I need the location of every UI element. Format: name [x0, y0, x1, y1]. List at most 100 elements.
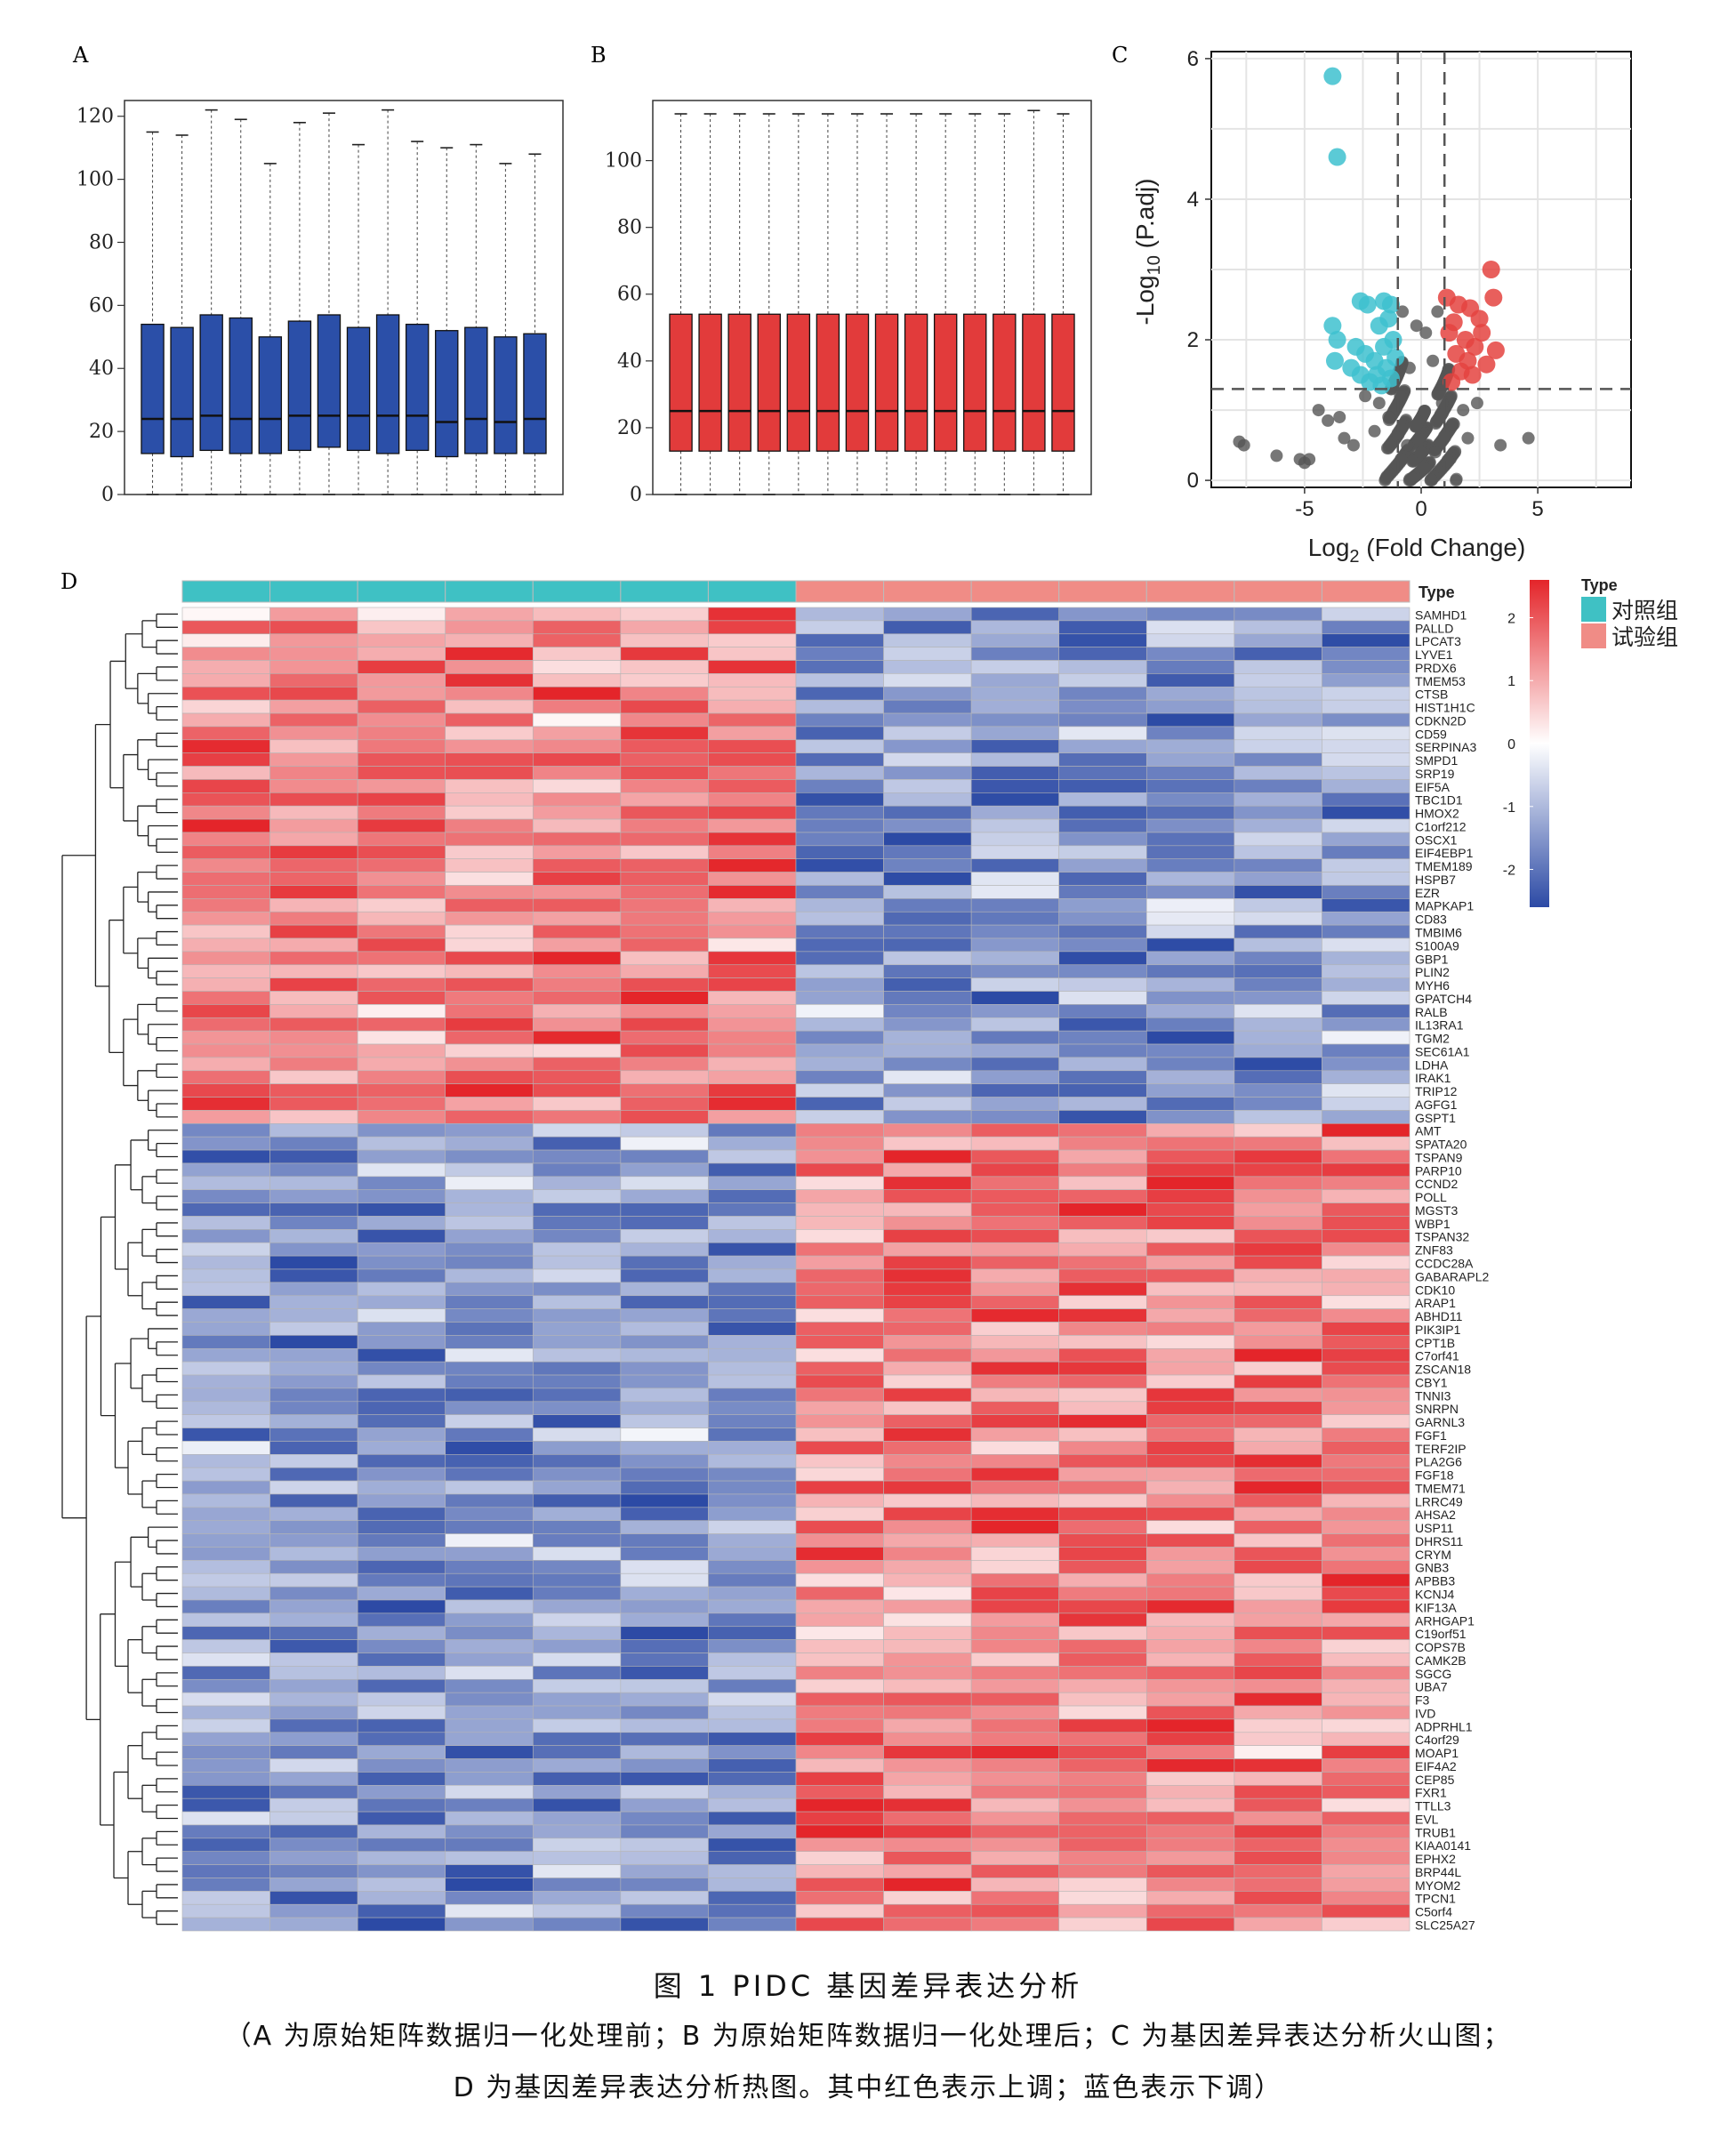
heatmap-cell — [883, 699, 972, 714]
heatmap-cell — [795, 1017, 884, 1032]
heatmap-cell — [1322, 1242, 1410, 1257]
heatmap-cell — [1234, 1732, 1322, 1746]
heatmap-cell — [1322, 1903, 1410, 1918]
heatmap-cell — [1058, 1110, 1147, 1124]
heatmap-cell — [708, 726, 797, 741]
heatmap-cell — [620, 1149, 709, 1164]
heatmap-cell — [532, 1110, 622, 1124]
gene-label: PARP10 — [1415, 1163, 1462, 1178]
heatmap-cell — [269, 739, 358, 753]
heatmap-cell — [532, 1520, 622, 1534]
heatmap-cell — [1145, 1878, 1235, 1892]
heatmap-cell — [1145, 712, 1235, 728]
heatmap-cell — [269, 1612, 358, 1628]
heatmap-cell — [708, 1811, 797, 1826]
heatmap-cell — [620, 647, 709, 661]
box — [757, 313, 781, 452]
color-scale-label: -1 — [1503, 800, 1515, 816]
heatmap-cell — [532, 872, 622, 886]
heatmap-cell — [532, 1493, 622, 1508]
gene-label: KIF13A — [1415, 1600, 1457, 1614]
gene-label: TTLL3 — [1415, 1799, 1451, 1813]
heatmap-cell — [445, 1560, 534, 1574]
heatmap-cell — [357, 1030, 446, 1045]
heatmap-cell — [445, 1229, 534, 1243]
heatmap-cell — [357, 1705, 446, 1720]
annotation-cell — [357, 580, 446, 603]
gene-label: MYOM2 — [1415, 1878, 1461, 1893]
heatmap-cell — [708, 1758, 797, 1773]
gene-label: CBY1 — [1415, 1375, 1448, 1389]
heatmap-cell — [269, 1043, 358, 1058]
heatmap-cell — [708, 792, 797, 807]
heatmap-cell — [1234, 1083, 1322, 1098]
heatmap-cell — [357, 1745, 446, 1759]
heatmap-cell — [970, 951, 1060, 966]
heatmap-cell — [708, 818, 797, 833]
heatmap-cell — [445, 1599, 534, 1614]
heatmap-cell — [1234, 1864, 1322, 1878]
heatmap-cell — [1322, 660, 1410, 674]
point-downregulated — [1328, 148, 1346, 166]
heatmap-cell — [1145, 1347, 1235, 1363]
heatmap-cell — [445, 911, 534, 926]
heatmap-cell — [532, 1162, 622, 1178]
heatmap-cell — [1234, 660, 1322, 674]
heatmap-cell — [883, 1308, 972, 1323]
heatmap-cell — [883, 1097, 972, 1111]
heatmap-cell — [1145, 1176, 1235, 1191]
heatmap-cell — [1322, 1347, 1410, 1363]
heatmap-cell — [1234, 1202, 1322, 1217]
heatmap-cell — [181, 1202, 270, 1217]
heatmap-cell — [269, 1785, 358, 1799]
heatmap-cell — [1322, 1229, 1410, 1243]
heatmap-cell — [620, 911, 709, 926]
heatmap-cell — [708, 805, 797, 820]
heatmap-cell — [357, 1202, 446, 1217]
heatmap-cell — [620, 1493, 709, 1508]
heatmap-cell — [883, 1282, 972, 1297]
heatmap-cell — [795, 1480, 884, 1495]
heatmap-cell — [708, 1785, 797, 1799]
heatmap-cell — [1234, 1030, 1322, 1045]
heatmap-cell — [1234, 1533, 1322, 1548]
heatmap-cell — [970, 1216, 1060, 1230]
heatmap-cell — [1234, 1612, 1322, 1628]
heatmap-cell — [795, 937, 884, 953]
heatmap-cell — [532, 752, 622, 767]
heatmap-cell — [532, 1824, 622, 1839]
heatmap-cell — [445, 1387, 534, 1403]
heatmap-cell — [269, 1653, 358, 1667]
heatmap-cell — [445, 818, 534, 833]
heatmap-cell — [883, 1639, 972, 1653]
heatmap-cell — [970, 885, 1060, 899]
heatmap-cell — [970, 1467, 1060, 1482]
gene-label: AMT — [1415, 1124, 1442, 1138]
heatmap-cell — [445, 1705, 534, 1720]
heatmap-cell — [795, 1335, 884, 1349]
heatmap-cell — [181, 1004, 270, 1018]
heatmap-cell — [970, 620, 1060, 635]
point-downregulated — [1323, 317, 1342, 335]
heatmap-cell — [1145, 1057, 1235, 1072]
gene-label: OSCX1 — [1415, 832, 1458, 847]
heatmap-cell — [970, 1903, 1060, 1918]
heatmap-cell — [795, 858, 884, 873]
heatmap-cell — [708, 1837, 797, 1853]
heatmap-cell — [1322, 779, 1410, 793]
heatmap-cell — [181, 1467, 270, 1482]
heatmap-panel-d: TypeSAMHD1PALLDLPCAT3LYVE1PRDX6TMEM53CTS… — [61, 576, 1678, 1933]
annotation-cell — [620, 580, 709, 603]
heatmap-cell — [795, 1745, 884, 1759]
heatmap-cell — [620, 858, 709, 873]
heatmap-cell — [795, 752, 884, 767]
heatmap-cell — [532, 1189, 622, 1203]
heatmap-cell — [1234, 1282, 1322, 1297]
heatmap-cell — [883, 937, 972, 953]
heatmap-cell — [445, 673, 534, 688]
heatmap-cell — [1234, 951, 1322, 966]
heatmap-cell — [1234, 647, 1322, 661]
heatmap-cell — [1234, 752, 1322, 767]
heatmap-cell — [1145, 1070, 1235, 1084]
heatmap-cell — [269, 1599, 358, 1614]
